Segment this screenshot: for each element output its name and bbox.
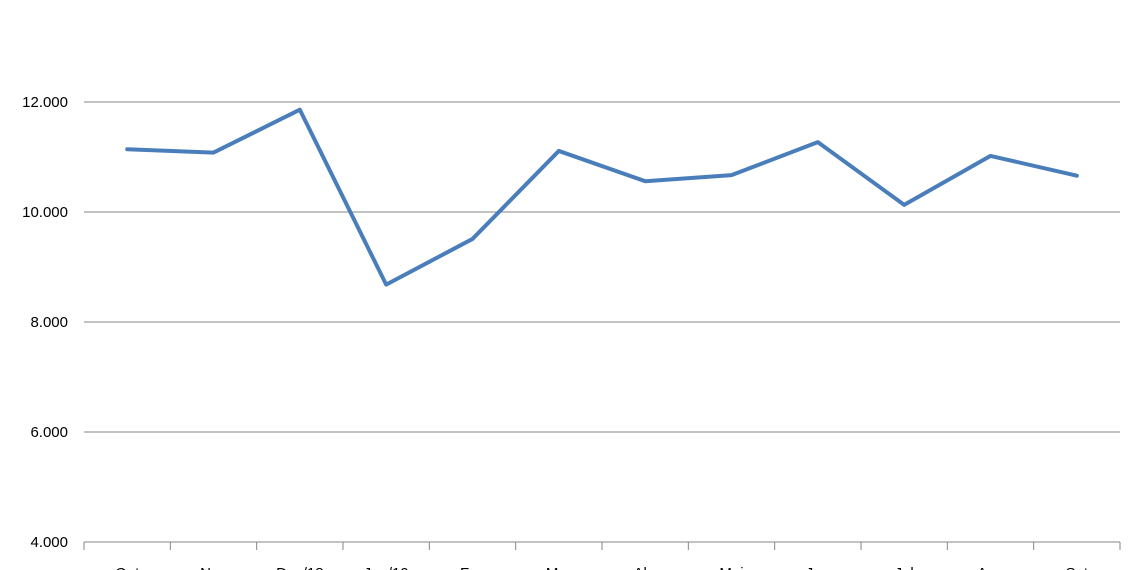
y-tick-label: 12.000 — [22, 94, 68, 111]
x-tick-label: Nov — [200, 565, 227, 570]
y-tick-label: 10.000 — [22, 204, 68, 221]
x-tick-label: Jun — [806, 565, 830, 570]
x-axis-labels: Out Nov Dez/18 Jan/19 Fev Mar Abr Mai Jun Jul Ago S… — [115, 565, 1089, 570]
x-axis — [83, 541, 1121, 550]
x-tick-label: Dez/18 — [276, 565, 324, 570]
series-line — [125, 107, 1079, 287]
y-tick-label: 8.000 — [30, 314, 68, 331]
x-tick-label: Jan/19 — [364, 565, 409, 570]
y-tick-label: 6.000 — [30, 424, 68, 441]
x-tick-label: Jul — [895, 565, 914, 570]
x-tick-label: Fev — [460, 565, 486, 570]
x-tick-label: Abr — [633, 565, 656, 570]
x-tick-label: Out — [115, 565, 140, 570]
x-tick-label: Set — [1066, 565, 1089, 570]
y-tick-label: 4.000 — [30, 534, 68, 551]
x-tick-label: Mai — [719, 565, 743, 570]
gridlines — [84, 101, 1120, 433]
y-axis-labels: 4.000 6.000 8.000 10.000 12.000 — [22, 94, 68, 551]
x-tick-label: Mar — [546, 565, 572, 570]
series-group — [125, 107, 1079, 287]
x-tick-label: Ago — [977, 565, 1004, 570]
